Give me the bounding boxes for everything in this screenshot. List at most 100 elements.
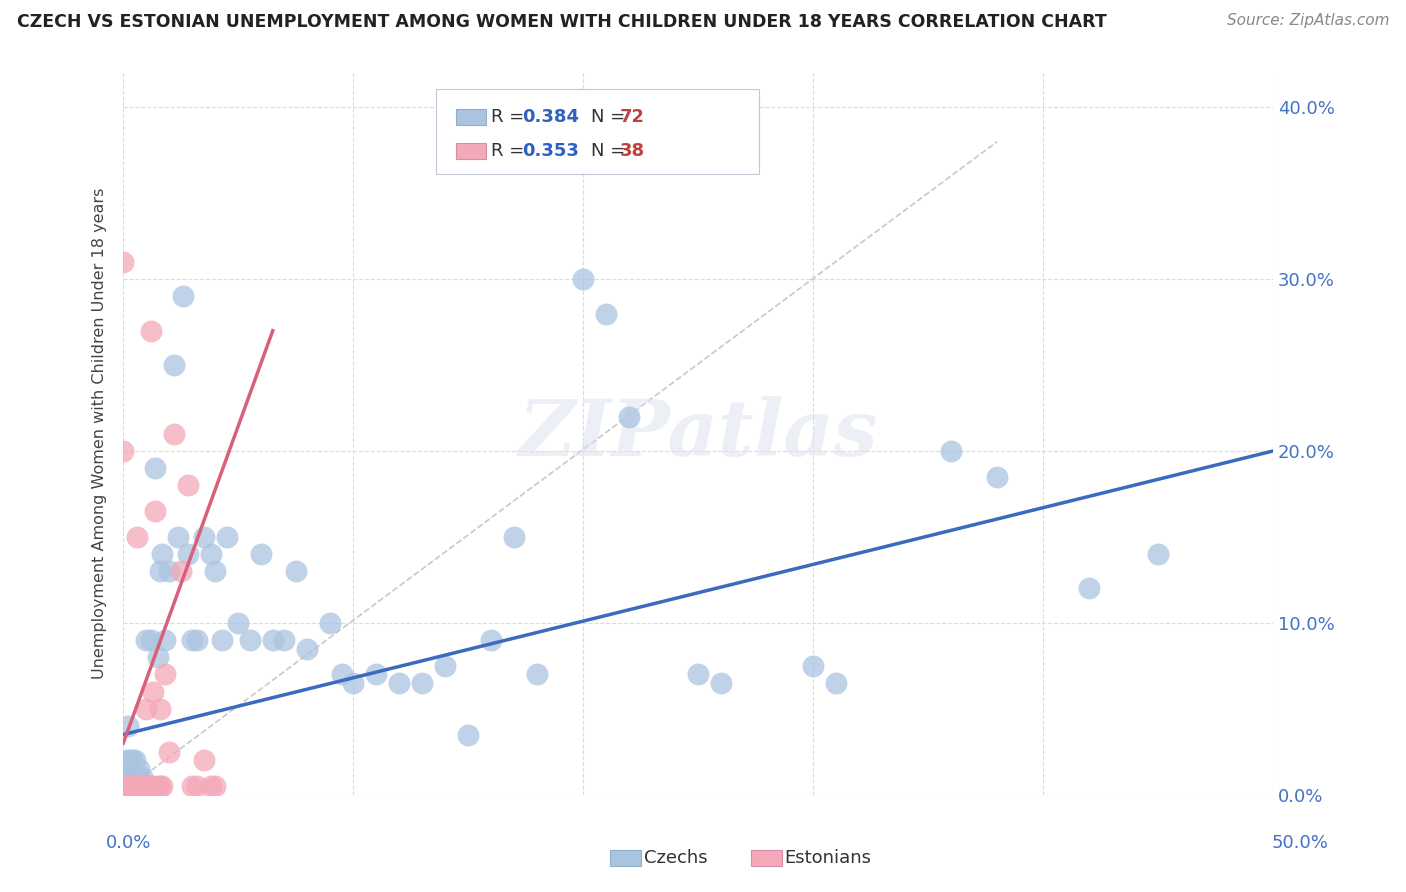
Point bbox=[124, 771, 146, 785]
Point bbox=[135, 779, 157, 793]
Point bbox=[153, 667, 176, 681]
Text: N =: N = bbox=[591, 108, 630, 126]
Text: 72: 72 bbox=[620, 108, 645, 126]
Point bbox=[121, 779, 143, 793]
Point bbox=[138, 779, 160, 793]
Point bbox=[149, 779, 172, 793]
Point bbox=[284, 564, 307, 578]
Point bbox=[153, 632, 176, 647]
Point bbox=[112, 255, 135, 269]
Text: N =: N = bbox=[591, 142, 630, 160]
Point bbox=[193, 753, 215, 767]
Point bbox=[139, 324, 162, 338]
Point bbox=[167, 530, 190, 544]
Text: 0.353: 0.353 bbox=[522, 142, 578, 160]
Text: Czechs: Czechs bbox=[644, 849, 707, 867]
Point bbox=[572, 272, 595, 286]
Point bbox=[121, 753, 143, 767]
Point bbox=[503, 530, 526, 544]
Point bbox=[121, 771, 143, 785]
Point bbox=[297, 641, 319, 656]
Point bbox=[710, 676, 733, 690]
Y-axis label: Unemployment Among Women with Children Under 18 years: Unemployment Among Women with Children U… bbox=[93, 188, 107, 680]
Point bbox=[226, 615, 249, 630]
Point bbox=[132, 779, 155, 793]
Point bbox=[457, 727, 479, 741]
Point bbox=[411, 676, 433, 690]
Point bbox=[176, 547, 198, 561]
Point bbox=[204, 779, 226, 793]
Point bbox=[1147, 547, 1170, 561]
Point bbox=[479, 632, 502, 647]
Point bbox=[120, 771, 142, 785]
Point bbox=[181, 779, 204, 793]
Text: R =: R = bbox=[491, 108, 530, 126]
Point bbox=[215, 530, 238, 544]
Point bbox=[157, 564, 180, 578]
Point bbox=[112, 444, 135, 458]
Point bbox=[124, 753, 146, 767]
Point bbox=[193, 530, 215, 544]
Point bbox=[114, 753, 136, 767]
Point bbox=[688, 667, 710, 681]
Point bbox=[239, 632, 262, 647]
Text: Estonians: Estonians bbox=[785, 849, 872, 867]
Point bbox=[142, 684, 165, 698]
Point bbox=[617, 409, 640, 424]
Point bbox=[163, 426, 186, 441]
Point bbox=[145, 504, 167, 518]
Text: 50.0%: 50.0% bbox=[1272, 834, 1329, 852]
Point bbox=[124, 779, 146, 793]
Point bbox=[131, 779, 153, 793]
Point bbox=[131, 771, 153, 785]
Point bbox=[200, 547, 222, 561]
Point bbox=[526, 667, 548, 681]
Point bbox=[112, 779, 135, 793]
Point bbox=[131, 779, 153, 793]
Point bbox=[124, 779, 146, 793]
Point bbox=[825, 676, 848, 690]
Point bbox=[145, 461, 167, 475]
Point bbox=[117, 719, 139, 733]
Point bbox=[595, 306, 617, 320]
Point bbox=[181, 632, 204, 647]
Point bbox=[149, 702, 172, 716]
Point bbox=[176, 478, 198, 492]
Point bbox=[139, 632, 162, 647]
Point bbox=[117, 771, 139, 785]
Point bbox=[120, 779, 142, 793]
Point bbox=[114, 779, 136, 793]
Text: 38: 38 bbox=[620, 142, 645, 160]
Point bbox=[186, 779, 208, 793]
Point bbox=[250, 547, 273, 561]
Point bbox=[114, 779, 136, 793]
Point bbox=[342, 676, 364, 690]
Point bbox=[163, 358, 186, 372]
Point bbox=[139, 779, 162, 793]
Point bbox=[319, 615, 342, 630]
Point bbox=[128, 779, 150, 793]
Point bbox=[127, 779, 149, 793]
Point bbox=[120, 779, 142, 793]
Point bbox=[135, 632, 157, 647]
Point bbox=[146, 779, 169, 793]
Point bbox=[388, 676, 411, 690]
Point bbox=[939, 444, 962, 458]
Point bbox=[135, 702, 157, 716]
Point bbox=[142, 779, 165, 793]
Point bbox=[172, 289, 194, 303]
Point bbox=[127, 530, 149, 544]
Point bbox=[120, 779, 142, 793]
Text: R =: R = bbox=[491, 142, 530, 160]
Point bbox=[157, 745, 180, 759]
Point bbox=[149, 564, 172, 578]
Point bbox=[127, 779, 149, 793]
Point bbox=[128, 779, 150, 793]
Point bbox=[330, 667, 353, 681]
Point bbox=[127, 779, 149, 793]
Text: 0.0%: 0.0% bbox=[105, 834, 150, 852]
Point bbox=[146, 650, 169, 665]
Point bbox=[117, 779, 139, 793]
Point bbox=[120, 753, 142, 767]
Point bbox=[434, 658, 457, 673]
